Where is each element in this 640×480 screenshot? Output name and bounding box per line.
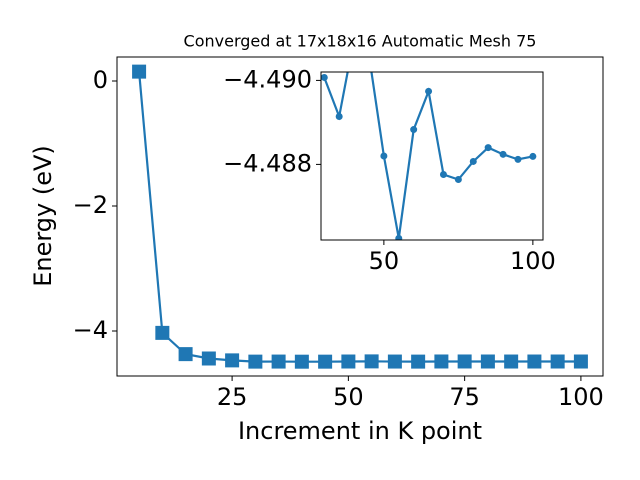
marker [457, 354, 472, 369]
marker [248, 354, 263, 369]
y-tick-label: −4.488 [223, 149, 312, 177]
x-tick-label: 100 [558, 383, 604, 411]
plot-area [321, 52, 537, 240]
marker [410, 126, 418, 134]
marker [271, 354, 286, 369]
marker [411, 354, 426, 369]
marker [434, 354, 449, 369]
marker [321, 73, 328, 81]
marker [527, 354, 542, 369]
marker [364, 354, 379, 369]
x-tick-label: 50 [369, 247, 400, 275]
marker [225, 353, 240, 368]
marker [573, 354, 588, 369]
marker [380, 152, 388, 160]
marker [480, 354, 495, 369]
y-tick-label: −4 [73, 316, 108, 344]
marker [504, 354, 519, 369]
axes-frame [116, 56, 604, 377]
marker [294, 354, 309, 369]
marker [484, 144, 492, 152]
marker [318, 354, 333, 369]
marker [395, 234, 403, 240]
y-tick-label: 0 [93, 66, 108, 94]
plot-area [132, 64, 588, 369]
marker [469, 157, 477, 165]
marker [341, 354, 356, 369]
y-axis-label: Energy (eV) [29, 145, 57, 287]
y-tick-label: −2 [73, 191, 108, 219]
x-axis-label: Increment in K point [238, 417, 482, 445]
axes-frame [320, 71, 544, 241]
marker [499, 150, 507, 158]
marker [335, 113, 343, 121]
x-tick-label: 75 [449, 383, 480, 411]
y-tick-label: −4.490 [223, 65, 312, 93]
marker [201, 351, 216, 366]
marker [365, 52, 372, 59]
marker [454, 176, 462, 184]
marker [132, 64, 147, 79]
x-tick-label: 100 [510, 247, 556, 275]
marker [529, 152, 537, 160]
marker [178, 347, 193, 362]
x-tick-label: 25 [217, 383, 248, 411]
marker [514, 155, 522, 163]
chart-title: Converged at 17x18x16 Automatic Mesh 75 [184, 32, 537, 51]
marker [387, 354, 402, 369]
x-tick-label: 50 [333, 383, 364, 411]
marker [439, 170, 447, 178]
marker [155, 325, 170, 340]
marker [550, 354, 565, 369]
marker [425, 87, 433, 95]
